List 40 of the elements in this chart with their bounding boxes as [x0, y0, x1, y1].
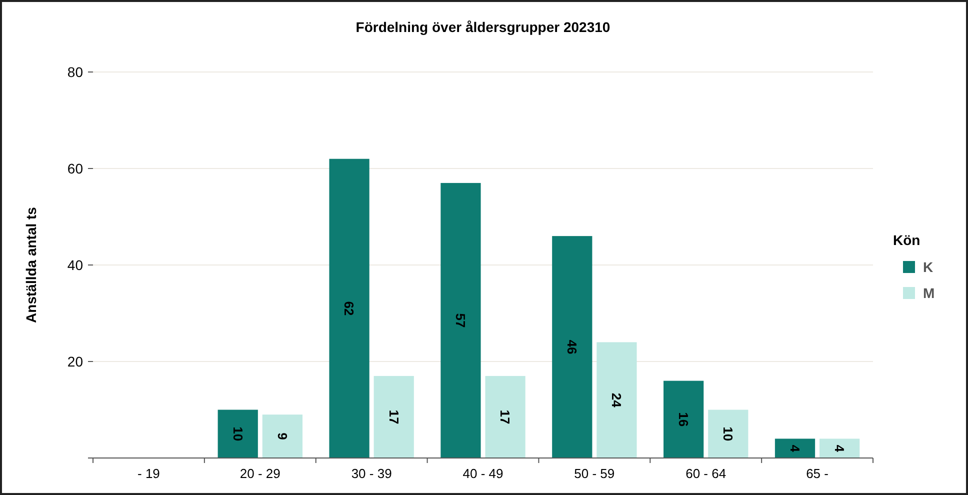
- x-tick-label: 50 - 59: [574, 466, 615, 481]
- y-tick-label: 40: [67, 256, 84, 273]
- bar: [440, 182, 481, 458]
- data-label: 17: [498, 410, 513, 424]
- legend-label: M: [923, 284, 935, 301]
- bar: [708, 410, 748, 458]
- data-label: 62: [342, 301, 357, 316]
- bar: [218, 410, 258, 458]
- data-label: 17: [386, 410, 402, 424]
- x-tick-label: 20 - 29: [240, 466, 280, 481]
- bar: [374, 376, 414, 458]
- chart-title: Fördelning över åldersgrupper 202310: [356, 19, 610, 35]
- y-axis-title: Anställda antal ts: [23, 206, 39, 323]
- data-label: 10: [720, 426, 736, 442]
- data-label: 16: [676, 412, 692, 427]
- bar: [664, 380, 704, 458]
- x-tick-label: 40 - 49: [462, 466, 504, 481]
- data-label: 4: [832, 444, 848, 453]
- x-tick-label: - 19: [138, 466, 160, 481]
- y-tick-label: 20: [67, 353, 84, 370]
- legend-title: Kön: [893, 232, 920, 248]
- x-tick-label: 60 - 64: [686, 466, 726, 481]
- bar: [820, 438, 860, 458]
- data-label: 46: [564, 340, 580, 354]
- data-label: 57: [453, 313, 468, 328]
- y-tick-label: 80: [67, 64, 84, 80]
- x-tick-label: 65 -: [806, 466, 828, 481]
- data-label: 24: [609, 392, 624, 408]
- bar: [329, 158, 370, 458]
- data-label: 9: [274, 432, 290, 440]
- x-tick-label: 30 - 39: [351, 466, 392, 481]
- y-tick-label: 60: [67, 160, 84, 176]
- data-label: 10: [230, 426, 246, 442]
- bar: [485, 376, 526, 458]
- bar: [774, 438, 816, 458]
- bar: [552, 236, 592, 458]
- bar: [262, 414, 302, 458]
- data-label: 4: [787, 444, 802, 453]
- legend-label: K: [923, 258, 934, 275]
- bar: [596, 342, 637, 458]
